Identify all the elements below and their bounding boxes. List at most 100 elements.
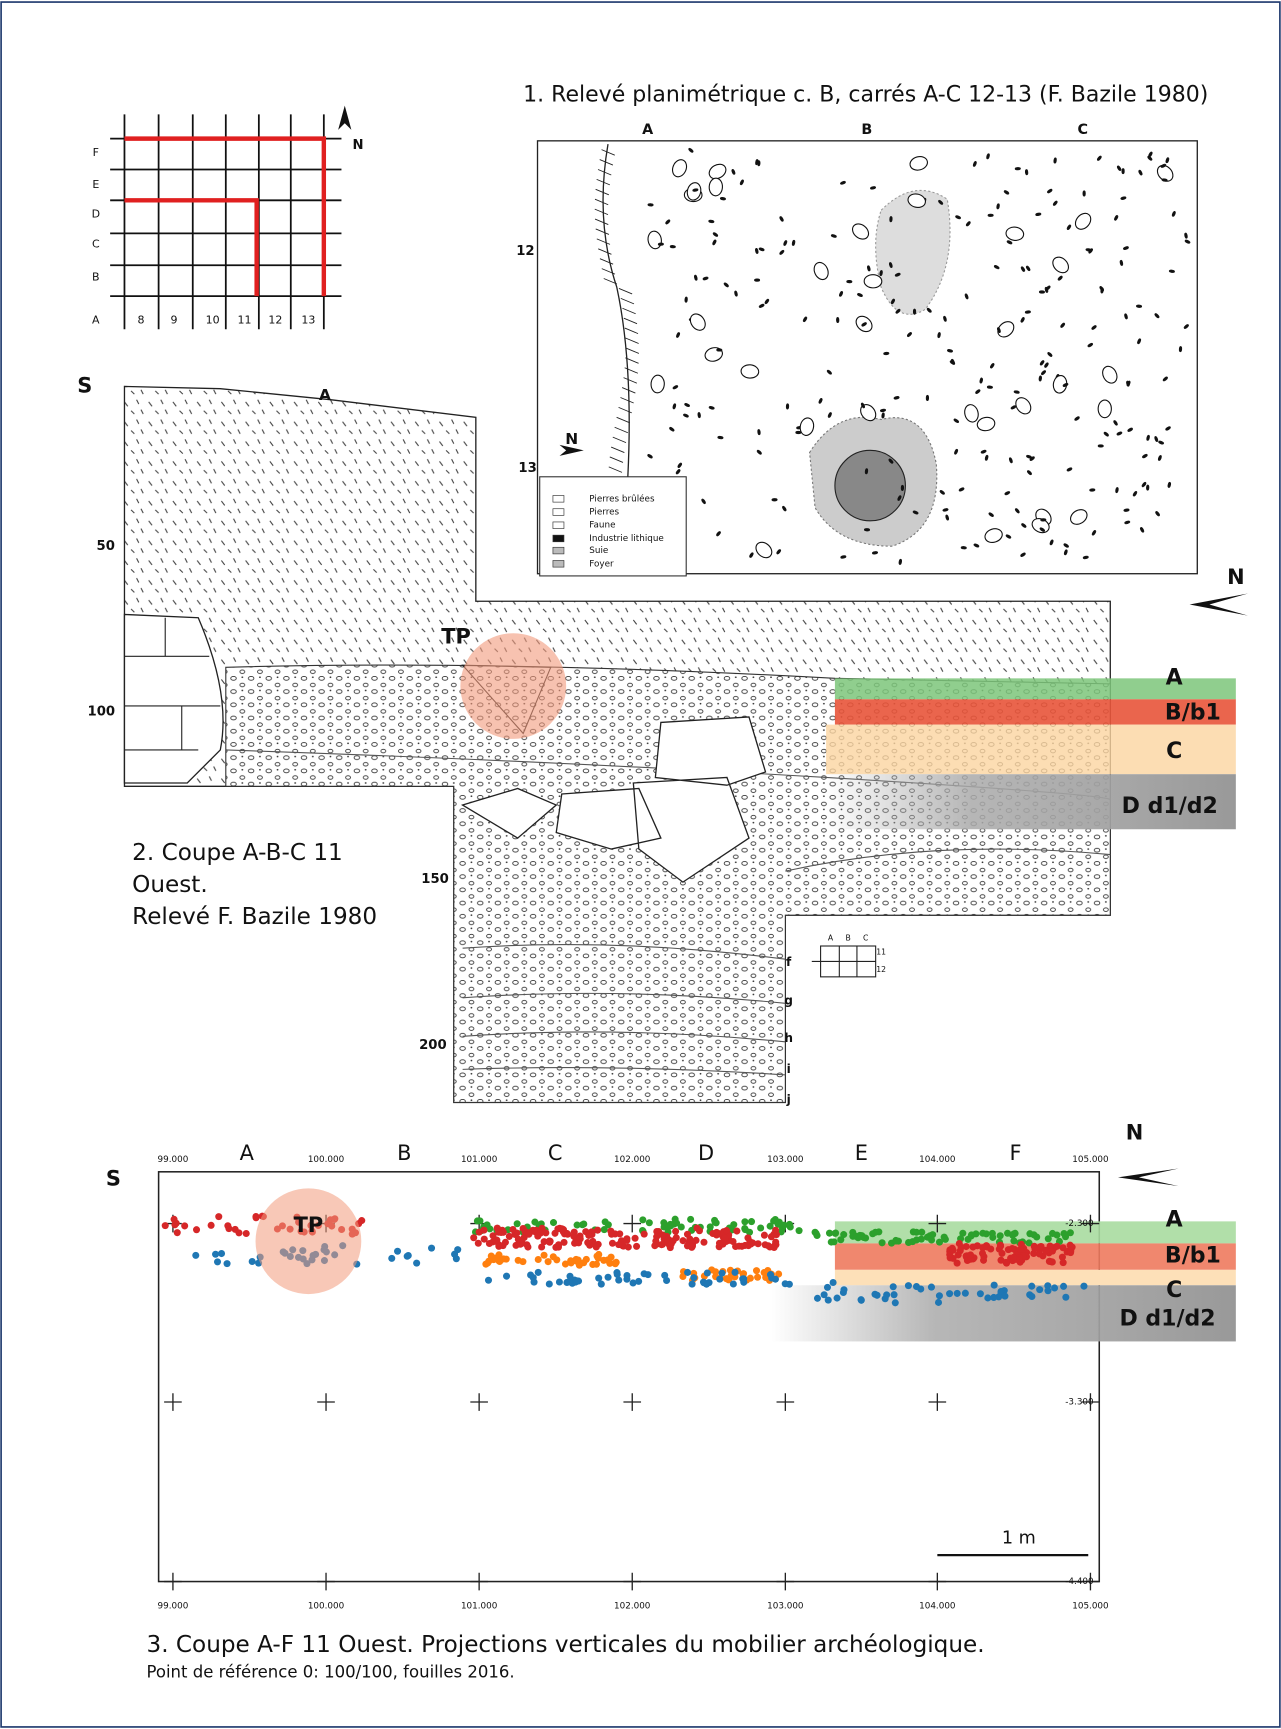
- layer-label: C: [1166, 739, 1182, 764]
- artifact: [827, 1238, 835, 1246]
- stone: [1009, 457, 1013, 464]
- artifact: [780, 1221, 788, 1229]
- stone: [938, 199, 944, 205]
- stone: [1161, 178, 1168, 182]
- x-label: 103.000: [767, 1601, 804, 1611]
- artifact: [927, 1283, 935, 1291]
- row-label: A: [92, 313, 100, 326]
- artifact: [961, 1289, 969, 1297]
- artifact: [594, 1226, 602, 1234]
- stone: [1124, 313, 1128, 320]
- artifact: [695, 1227, 703, 1235]
- artifact: [775, 1270, 783, 1278]
- stone: [776, 549, 782, 555]
- stone: [1116, 165, 1122, 171]
- legend-item: Suie: [589, 546, 608, 556]
- stone: [1014, 508, 1020, 514]
- stone: [909, 156, 928, 171]
- stone: [764, 298, 770, 305]
- artifact: [570, 1228, 578, 1236]
- stone: [1165, 157, 1170, 164]
- stone: [851, 223, 870, 240]
- stone: [657, 242, 664, 246]
- stone: [1103, 431, 1109, 437]
- artifact: [871, 1228, 879, 1236]
- plan-marks: [647, 147, 1191, 565]
- stone: [975, 389, 981, 394]
- artifact: [223, 1260, 231, 1268]
- artifact: [454, 1246, 462, 1254]
- stone: [694, 274, 698, 281]
- stone: [881, 412, 885, 419]
- stone: [1025, 265, 1031, 272]
- artifact: [1028, 1282, 1036, 1290]
- artifact: [760, 1231, 768, 1239]
- artifact: [1048, 1247, 1056, 1255]
- artifact: [1058, 1253, 1066, 1261]
- layer-label: A: [1166, 665, 1183, 690]
- stone: [926, 307, 932, 313]
- stone: [1057, 275, 1063, 281]
- sublayer-label: g: [784, 994, 793, 1008]
- stone: [1141, 481, 1147, 488]
- artifact: [529, 1274, 537, 1282]
- north-label: N: [1126, 1120, 1144, 1144]
- tp-zone: [255, 1188, 362, 1295]
- stone: [840, 555, 847, 559]
- artifact: [716, 1275, 724, 1283]
- stone: [779, 216, 784, 222]
- key-label: A: [828, 933, 834, 942]
- artifact: [623, 1236, 631, 1244]
- caption: 2. Coupe A-B-C 11: [132, 840, 343, 866]
- stone: [907, 193, 926, 208]
- stone: [1060, 322, 1066, 328]
- column-label: B: [397, 1141, 411, 1165]
- stone: [1136, 304, 1143, 308]
- stone: [945, 514, 949, 521]
- artifact: [567, 1259, 575, 1267]
- stone: [740, 364, 760, 379]
- stone: [980, 449, 987, 454]
- legend-swatch: [552, 495, 565, 503]
- artifact: [428, 1244, 436, 1252]
- stone: [716, 531, 721, 537]
- column-label: 11: [238, 313, 252, 326]
- stone: [756, 449, 762, 455]
- artifact: [967, 1231, 976, 1239]
- stone: [964, 404, 979, 423]
- stone: [818, 398, 823, 404]
- stone: [757, 429, 761, 436]
- stone: [1089, 488, 1096, 492]
- south-label: S: [77, 373, 92, 397]
- artifact: [959, 1229, 967, 1237]
- tp-label: TP: [294, 1213, 324, 1237]
- artifact: [403, 1252, 411, 1260]
- artifact: [739, 1275, 747, 1283]
- stone: [754, 278, 761, 282]
- artifact: [538, 1243, 546, 1251]
- x-label: 102.000: [614, 1155, 651, 1165]
- stone: [783, 240, 788, 246]
- depth-label: 100: [88, 704, 116, 719]
- stone: [647, 230, 662, 250]
- artifact: [534, 1268, 542, 1276]
- row-label: 13: [518, 461, 536, 476]
- stone: [950, 358, 955, 365]
- sublayer-label: j: [786, 1093, 791, 1107]
- stone: [1038, 375, 1042, 382]
- artifact: [987, 1245, 995, 1253]
- north-arrow: [559, 444, 584, 456]
- stone: [1047, 352, 1053, 357]
- stone: [883, 351, 890, 356]
- artifact: [633, 1242, 641, 1250]
- stone: [757, 160, 761, 167]
- x-label: 103.000: [767, 1155, 804, 1165]
- artifact: [754, 1240, 762, 1248]
- sublayer-label: f: [786, 955, 792, 969]
- artifact: [242, 1229, 250, 1238]
- stone: [1120, 196, 1127, 200]
- layer-d: [826, 774, 1236, 830]
- column-label: C: [548, 1141, 563, 1165]
- artifact: [837, 1236, 845, 1244]
- stone: [650, 374, 665, 394]
